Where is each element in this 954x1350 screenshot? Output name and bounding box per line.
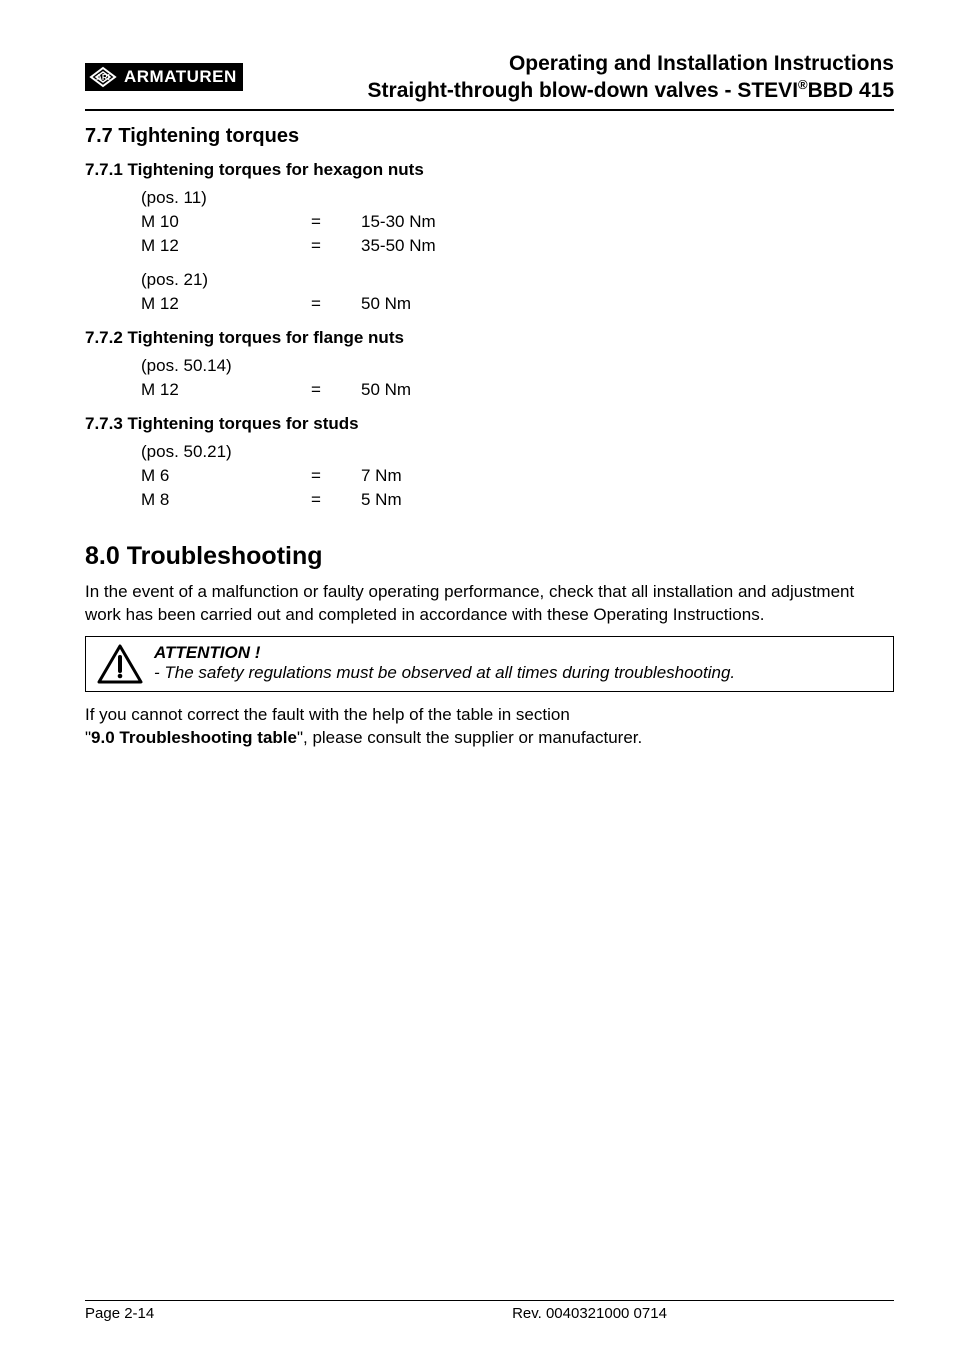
torque-row: M 12 = 50 Nm <box>141 380 894 400</box>
header-title2-post: BBD 415 <box>808 79 894 102</box>
after-attention-line2: "9.0 Troubleshooting table", please cons… <box>85 727 894 750</box>
torque-label: M 12 <box>141 380 311 400</box>
header-titles: Operating and Installation Instructions … <box>253 50 894 105</box>
torque-eq: = <box>311 212 361 232</box>
torque-eq: = <box>311 294 361 314</box>
brand-name: ARMATUREN <box>124 67 237 87</box>
torque-block-773-0: (pos. 50.21) M 6 = 7 Nm M 8 = 5 Nm <box>141 442 894 510</box>
after2-bold: 9.0 Troubleshooting table <box>91 728 297 747</box>
pos-label: (pos. 11) <box>141 188 894 208</box>
heading-8-0: 8.0 Troubleshooting <box>85 542 894 571</box>
logo-diamond-icon: ARI <box>88 66 118 88</box>
attention-box: ATTENTION ! - The safety regulations mus… <box>85 636 894 692</box>
torque-block-771-1: (pos. 21) M 12 = 50 Nm <box>141 270 894 314</box>
torque-val: 35-50 Nm <box>361 236 436 256</box>
torque-row: M 8 = 5 Nm <box>141 490 894 510</box>
torque-row: M 6 = 7 Nm <box>141 466 894 486</box>
pos-label: (pos. 50.21) <box>141 442 894 462</box>
warning-icon <box>86 637 154 691</box>
torque-block-771-0: (pos. 11) M 10 = 15-30 Nm M 12 = 35-50 N… <box>141 188 894 256</box>
heading-7-7-3: 7.7.3 Tightening torques for studs <box>85 414 894 434</box>
torque-row: M 12 = 35-50 Nm <box>141 236 894 256</box>
footer-page-number: Page 2-14 <box>85 1305 285 1322</box>
torque-eq: = <box>311 236 361 256</box>
torque-eq: = <box>311 490 361 510</box>
heading-7-7-1: 7.7.1 Tightening torques for hexagon nut… <box>85 160 894 180</box>
torque-label: M 8 <box>141 490 311 510</box>
page-header: ARI ARMATUREN Operating and Installation… <box>85 50 894 105</box>
torque-block-772-0: (pos. 50.14) M 12 = 50 Nm <box>141 356 894 400</box>
header-title-line1: Operating and Installation Instructions <box>253 50 894 77</box>
brand-logo: ARI ARMATUREN <box>85 63 243 91</box>
torque-val: 50 Nm <box>361 380 411 400</box>
heading-7-7: 7.7 Tightening torques <box>85 125 894 148</box>
attention-body: - The safety regulations must be observe… <box>154 663 735 683</box>
torque-eq: = <box>311 380 361 400</box>
torque-val: 5 Nm <box>361 490 402 510</box>
torque-val: 7 Nm <box>361 466 402 486</box>
torque-eq: = <box>311 466 361 486</box>
attention-title: ATTENTION ! <box>154 643 735 663</box>
pos-label: (pos. 50.14) <box>141 356 894 376</box>
header-divider <box>85 109 894 111</box>
heading-7-7-2: 7.7.2 Tightening torques for flange nuts <box>85 328 894 348</box>
torque-val: 15-30 Nm <box>361 212 436 232</box>
after2-post: ", please consult the supplier or manufa… <box>297 728 642 747</box>
header-title2-pre: Straight-through blow-down valves - STEV… <box>368 79 799 102</box>
torque-label: M 12 <box>141 294 311 314</box>
torque-label: M 12 <box>141 236 311 256</box>
torque-label: M 10 <box>141 212 311 232</box>
torque-row: M 10 = 15-30 Nm <box>141 212 894 232</box>
pos-label: (pos. 21) <box>141 270 894 290</box>
footer-revision: Rev. 0040321000 0714 <box>285 1305 894 1322</box>
torque-row: M 12 = 50 Nm <box>141 294 894 314</box>
svg-text:ARI: ARI <box>96 73 110 82</box>
header-title2-sup: ® <box>798 77 808 92</box>
torque-label: M 6 <box>141 466 311 486</box>
attention-text: ATTENTION ! - The safety regulations mus… <box>154 637 745 691</box>
troubleshooting-para: In the event of a malfunction or faulty … <box>85 581 894 627</box>
torque-val: 50 Nm <box>361 294 411 314</box>
page-footer: Page 2-14 Rev. 0040321000 0714 <box>85 1300 894 1322</box>
header-title-line2: Straight-through blow-down valves - STEV… <box>253 77 894 104</box>
after-attention-line1: If you cannot correct the fault with the… <box>85 704 894 727</box>
